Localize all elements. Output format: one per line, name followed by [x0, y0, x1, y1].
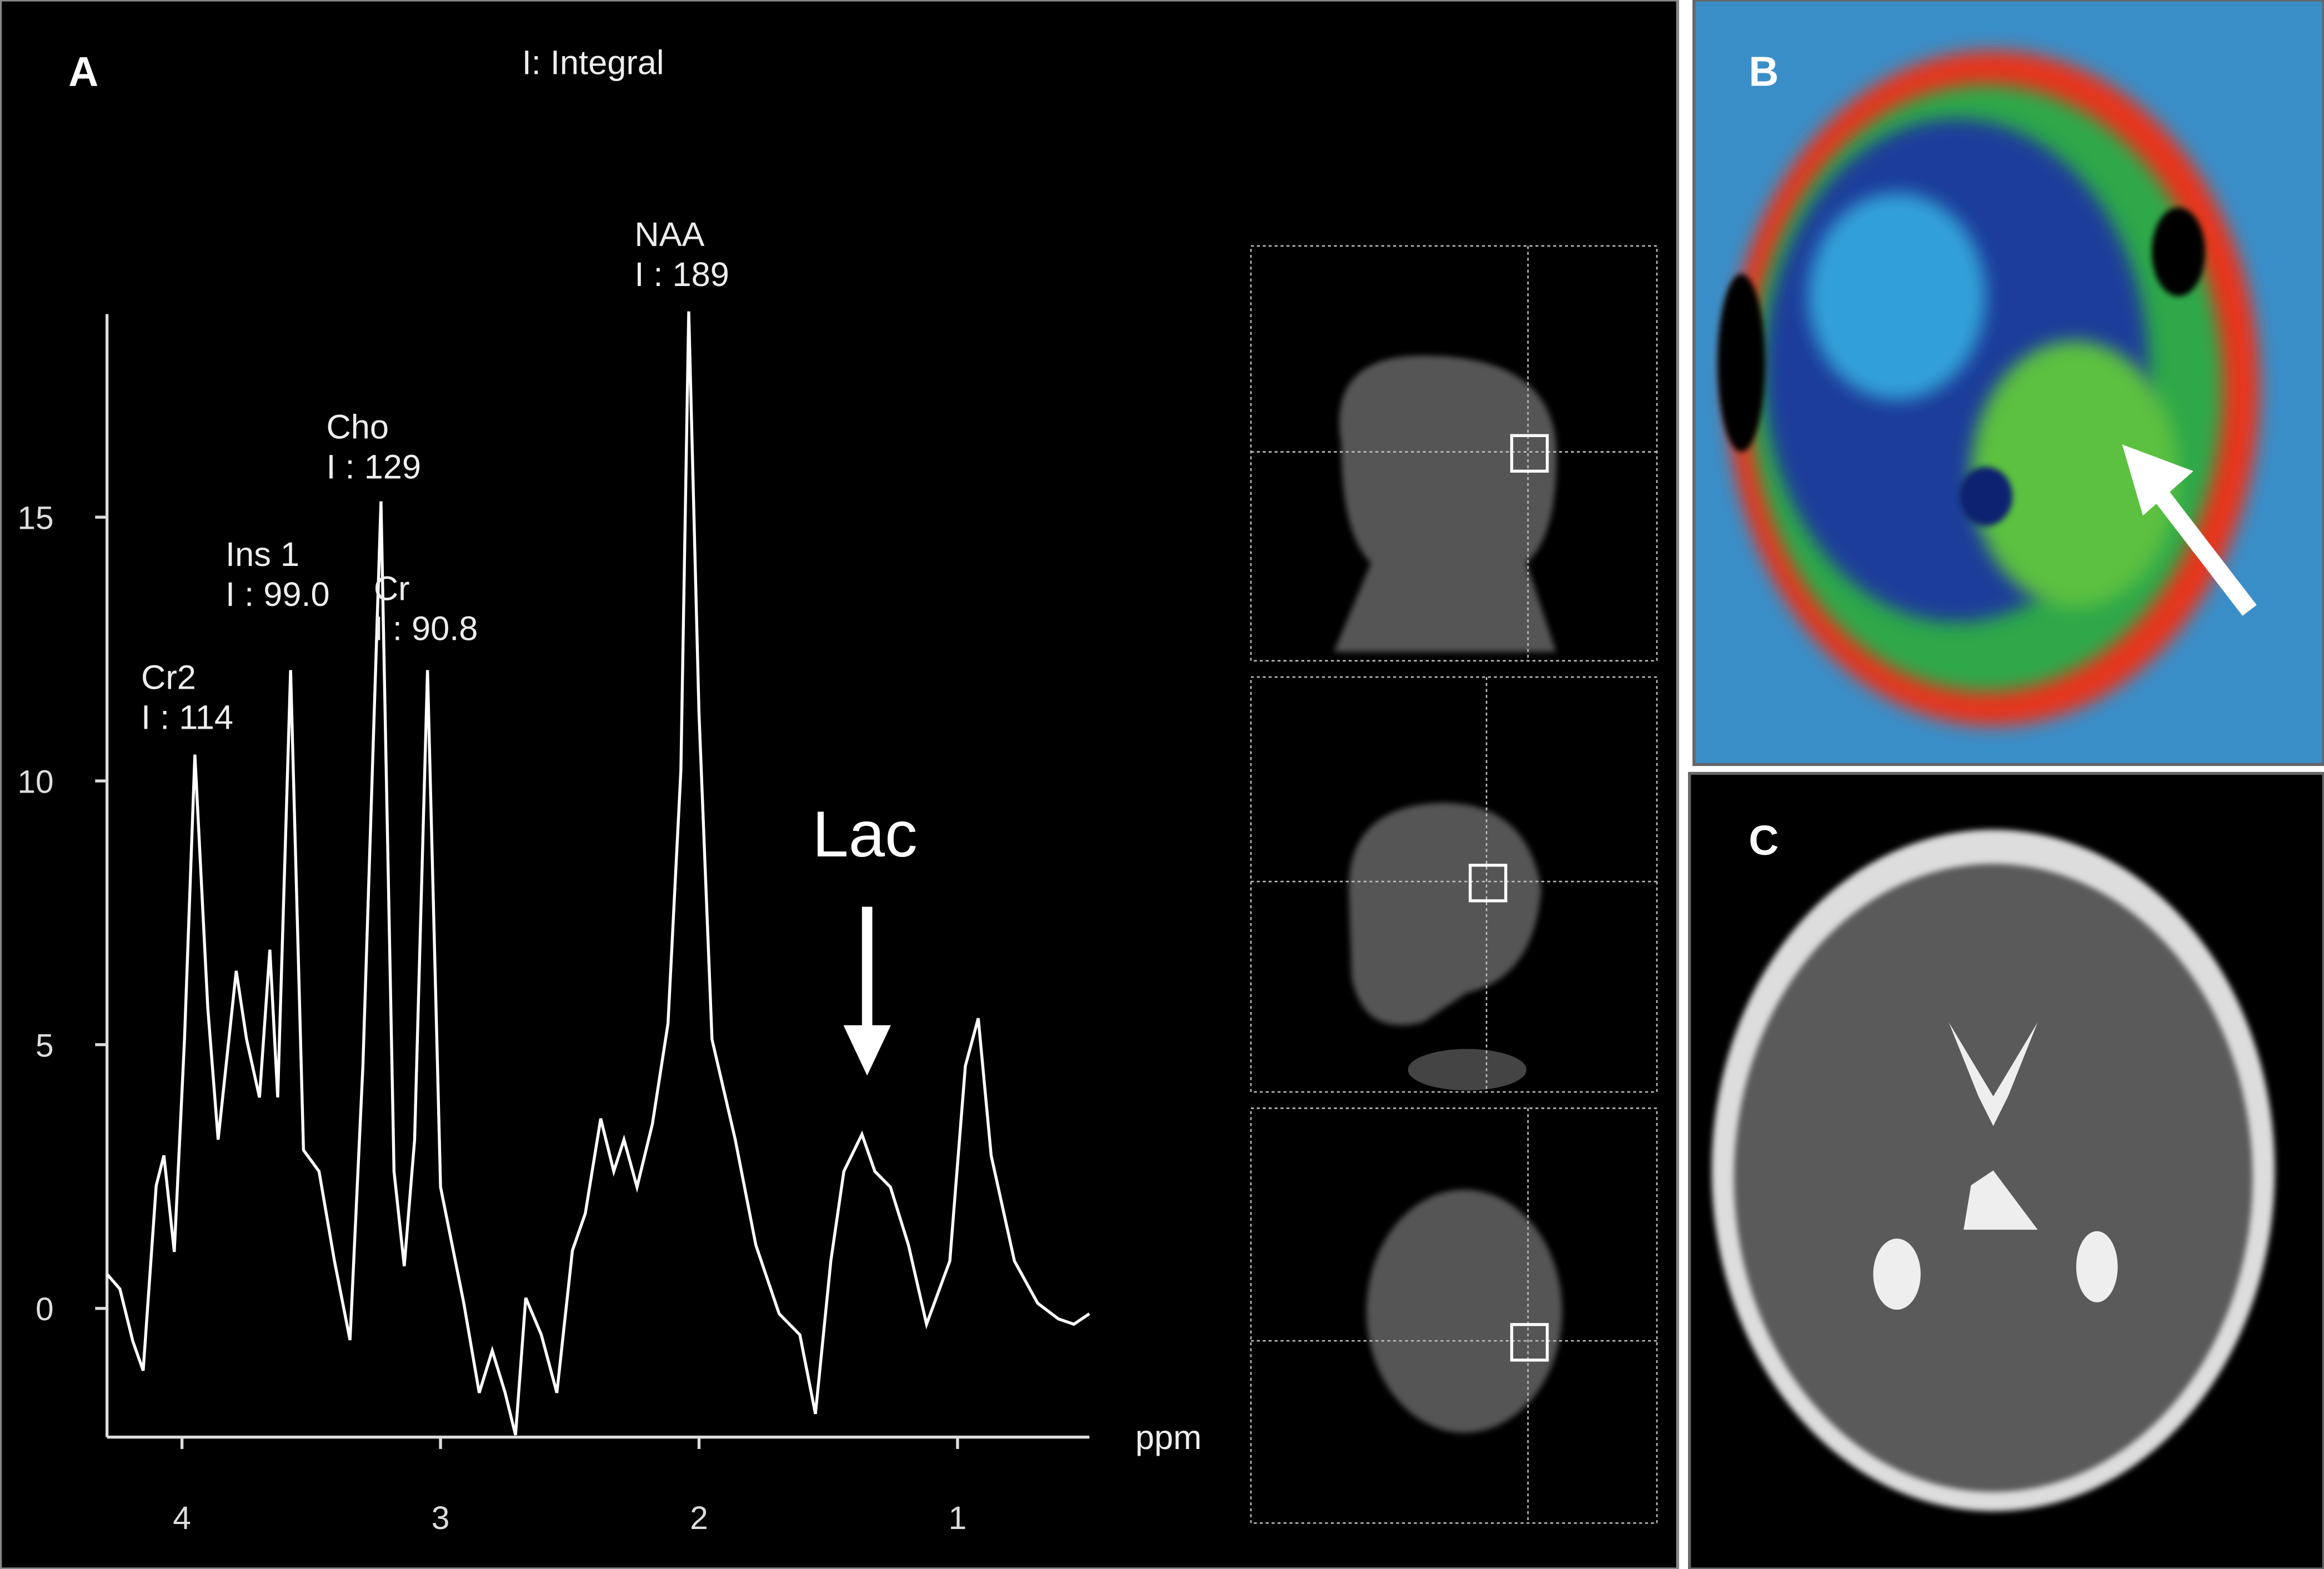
y-tick-label: 15	[17, 500, 53, 537]
chart-title: I: Integral	[522, 43, 664, 82]
spectrum-line	[106, 311, 1090, 1436]
x-tick-label: 2	[690, 1500, 708, 1536]
panel-label: B	[1749, 48, 1779, 95]
peak-integral: I : 90.8	[374, 609, 478, 648]
y-tick-label: 0	[36, 1291, 54, 1327]
peak-integral: I : 189	[634, 255, 729, 294]
peak-integral: I : 99.0	[226, 575, 330, 614]
arrow-head	[2122, 444, 2193, 516]
peak-name: Cr2	[141, 658, 196, 696]
panel-c-image	[1688, 771, 2324, 1569]
y-tick-label: 5	[36, 1027, 54, 1064]
panel-label: C	[1749, 817, 1779, 864]
x-tick-label: 1	[949, 1500, 967, 1536]
peak-name: Ins 1	[226, 535, 299, 574]
peak-name: Cho	[326, 408, 389, 447]
peak-integral: I : 129	[326, 448, 421, 487]
peak-integral: I : 114	[141, 698, 233, 736]
y-tick-label: 10	[17, 764, 53, 800]
x-axis-label: ppm	[1135, 1418, 1201, 1457]
x-tick-label: 4	[173, 1500, 191, 1536]
panel-b-image	[1692, 0, 2324, 766]
arrow-shaft	[2149, 483, 2257, 616]
peak-name: NAA	[634, 215, 704, 254]
panel-label: A	[68, 48, 98, 95]
localizer-images	[1250, 245, 1658, 1524]
peak-name: Cr	[374, 569, 410, 608]
x-tick-label: 3	[432, 1500, 450, 1536]
arrow-label: Lac	[812, 798, 917, 870]
arrow-head	[843, 1025, 891, 1076]
